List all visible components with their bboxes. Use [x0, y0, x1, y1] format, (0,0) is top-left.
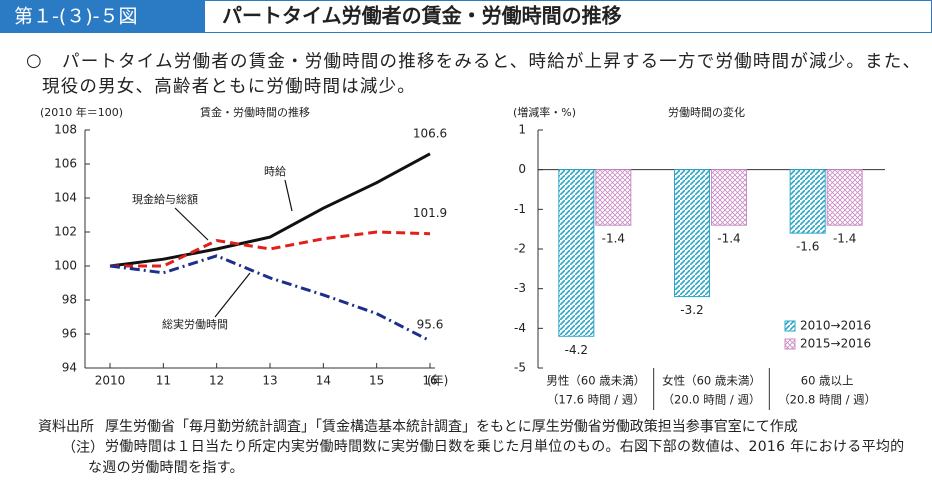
bullet: ○ — [26, 50, 42, 71]
y-tick-label: 1 — [518, 123, 526, 137]
y-tick-label: 100 — [54, 259, 77, 273]
line-series — [109, 152, 431, 268]
series-label: 総実労働時間 — [162, 317, 228, 331]
leader — [284, 179, 293, 212]
y-tick-label: 102 — [54, 225, 77, 239]
x-axis-unit: (年) — [427, 374, 448, 388]
y-tick-label: 104 — [54, 191, 77, 205]
chart-title: 賃金・労働時間の推移 — [200, 105, 310, 119]
data-label: 101.9 — [413, 206, 447, 220]
x-tick-note: （20.0 時間 / 週） — [663, 393, 761, 407]
line-series — [109, 254, 431, 343]
x-tick-label: 16 — [422, 374, 437, 388]
line-series — [110, 230, 431, 268]
y-tick-label: 98 — [62, 293, 77, 307]
data-label: -1.4 — [833, 232, 856, 246]
x-tick-label: 男性（60 歳未満） — [546, 374, 645, 388]
note-text: 労働時間は１日当たり所定内実労働時間数に実労働日数を乗じた月単位のもの。右図下部… — [88, 439, 905, 476]
note-text: 厚生労働省「毎月勤労統計調査」「賃金構造基本統計調査」をもとに厚生労働省労働政策… — [105, 419, 798, 435]
leader — [174, 207, 209, 241]
y-tick-label: -4 — [514, 321, 526, 335]
chart-title: 労働時間の変化 — [668, 105, 745, 119]
bar — [558, 169, 595, 337]
y-tick-label: 94 — [62, 361, 77, 375]
x-tick-label: 13 — [262, 374, 277, 388]
y-tick-label: 108 — [54, 123, 77, 137]
leader — [214, 272, 251, 318]
bar — [711, 169, 747, 226]
y-tick-label: -2 — [514, 242, 526, 256]
x-tick-label: 女性（60 歳未満） — [662, 374, 761, 388]
bar — [595, 169, 632, 226]
x-tick-label: 60 歳以上 — [801, 374, 854, 388]
y-axis-label: (増減率・%) — [513, 105, 576, 119]
x-tick-label: 15 — [369, 374, 384, 388]
data-label: 106.6 — [413, 126, 447, 140]
bar — [674, 169, 710, 298]
header-label-box — [0, 0, 205, 33]
data-label: -3.2 — [680, 303, 703, 317]
x-tick-label: 12 — [209, 374, 224, 388]
bar — [789, 169, 826, 234]
legend-swatch — [784, 338, 796, 350]
data-label: -1.6 — [796, 240, 819, 254]
y-tick-label: 96 — [62, 327, 77, 341]
x-tick-note: （17.6 時間 / 週） — [547, 393, 645, 407]
x-tick-label: 14 — [316, 374, 331, 388]
y-axis-label: (2010 年＝100) — [40, 105, 123, 119]
x-tick-note: （20.8 時間 / 週） — [778, 393, 876, 407]
legend-swatch — [784, 320, 796, 332]
data-label: -4.2 — [565, 343, 588, 357]
series-label: 現金給与総額 — [132, 192, 198, 206]
data-label: 95.6 — [417, 317, 444, 331]
y-tick-label: 0 — [518, 162, 526, 176]
y-tick-label: -3 — [514, 281, 526, 295]
series-label: 時給 — [264, 164, 286, 178]
data-label: -1.4 — [602, 232, 625, 246]
legend-label: 2015→2016 — [800, 337, 871, 351]
legend-label: 2010→2016 — [800, 319, 871, 333]
y-tick-label: 106 — [54, 157, 77, 171]
y-tick-label: -5 — [514, 361, 526, 375]
note-label: 資料出所 — [38, 419, 94, 435]
x-tick-label: 2010 — [95, 374, 126, 388]
y-tick-label: -1 — [514, 202, 526, 216]
summary: パートタイム労働者の賃金・労働時間の推移をみると、時給が上昇する一方で労働時間が… — [42, 52, 922, 97]
bar — [826, 169, 863, 226]
header-label: 第１-(３)-５図 — [14, 6, 138, 28]
note-label: （注） — [62, 440, 104, 456]
data-label: -1.4 — [717, 232, 740, 246]
x-tick-label: 11 — [156, 374, 171, 388]
header-title: パートタイム労働者の賃金・労働時間の推移 — [222, 4, 622, 28]
